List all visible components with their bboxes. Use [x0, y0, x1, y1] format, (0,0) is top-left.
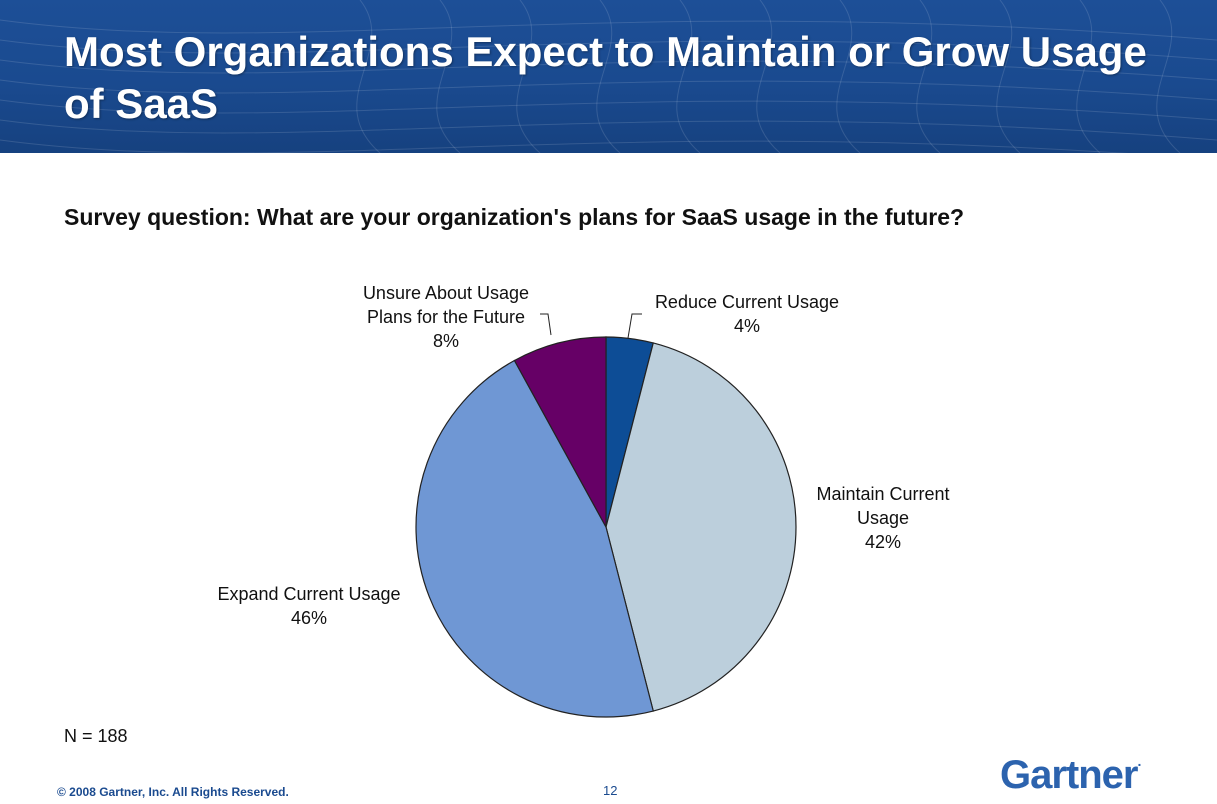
- logo-text: Gartner: [1000, 753, 1138, 797]
- slice-name-label: Expand Current Usage: [217, 584, 400, 604]
- survey-question: Survey question: What are your organizat…: [64, 204, 965, 230]
- pie-slice: [415, 359, 654, 718]
- slice-value-label: 46%: [291, 608, 327, 628]
- slice-name-label: Plans for the Future: [367, 307, 525, 327]
- sample-size-label: N = 188: [64, 726, 128, 746]
- pie-slice: [513, 336, 607, 528]
- slice-label: Maintain Current Usage 42%: [816, 484, 949, 552]
- slice-name-label: Usage: [857, 508, 909, 528]
- slide-title: Most Organizations Expect to Maintain or…: [64, 28, 1147, 127]
- leader-line: [540, 313, 552, 336]
- slice-value-label: 42%: [865, 532, 901, 552]
- header-wave-pattern: [0, 0, 1217, 153]
- slice-value-label: 4%: [734, 316, 760, 336]
- gartner-logo: Gartner.: [1000, 753, 1142, 798]
- slide-header: Most Organizations Expect to Maintain or…: [0, 0, 1217, 153]
- slice-label: Unsure About Usage Plans for the Future 8%: [363, 283, 529, 351]
- pie-slice: [605, 342, 797, 712]
- slice-name-label: Maintain Current: [816, 484, 949, 504]
- logo-mark: .: [1137, 753, 1142, 769]
- slice-name-label: Unsure About Usage: [363, 283, 529, 303]
- slice-name-label: Reduce Current Usage: [655, 292, 839, 312]
- copyright-notice: © 2008 Gartner, Inc. All Rights Reserved…: [57, 785, 289, 799]
- slice-label: Reduce Current Usage 4%: [655, 292, 839, 336]
- slice-label: Expand Current Usage 46%: [217, 584, 400, 628]
- page-number: 12: [603, 783, 618, 798]
- leader-line: [627, 313, 642, 339]
- slice-value-label: 8%: [433, 331, 459, 351]
